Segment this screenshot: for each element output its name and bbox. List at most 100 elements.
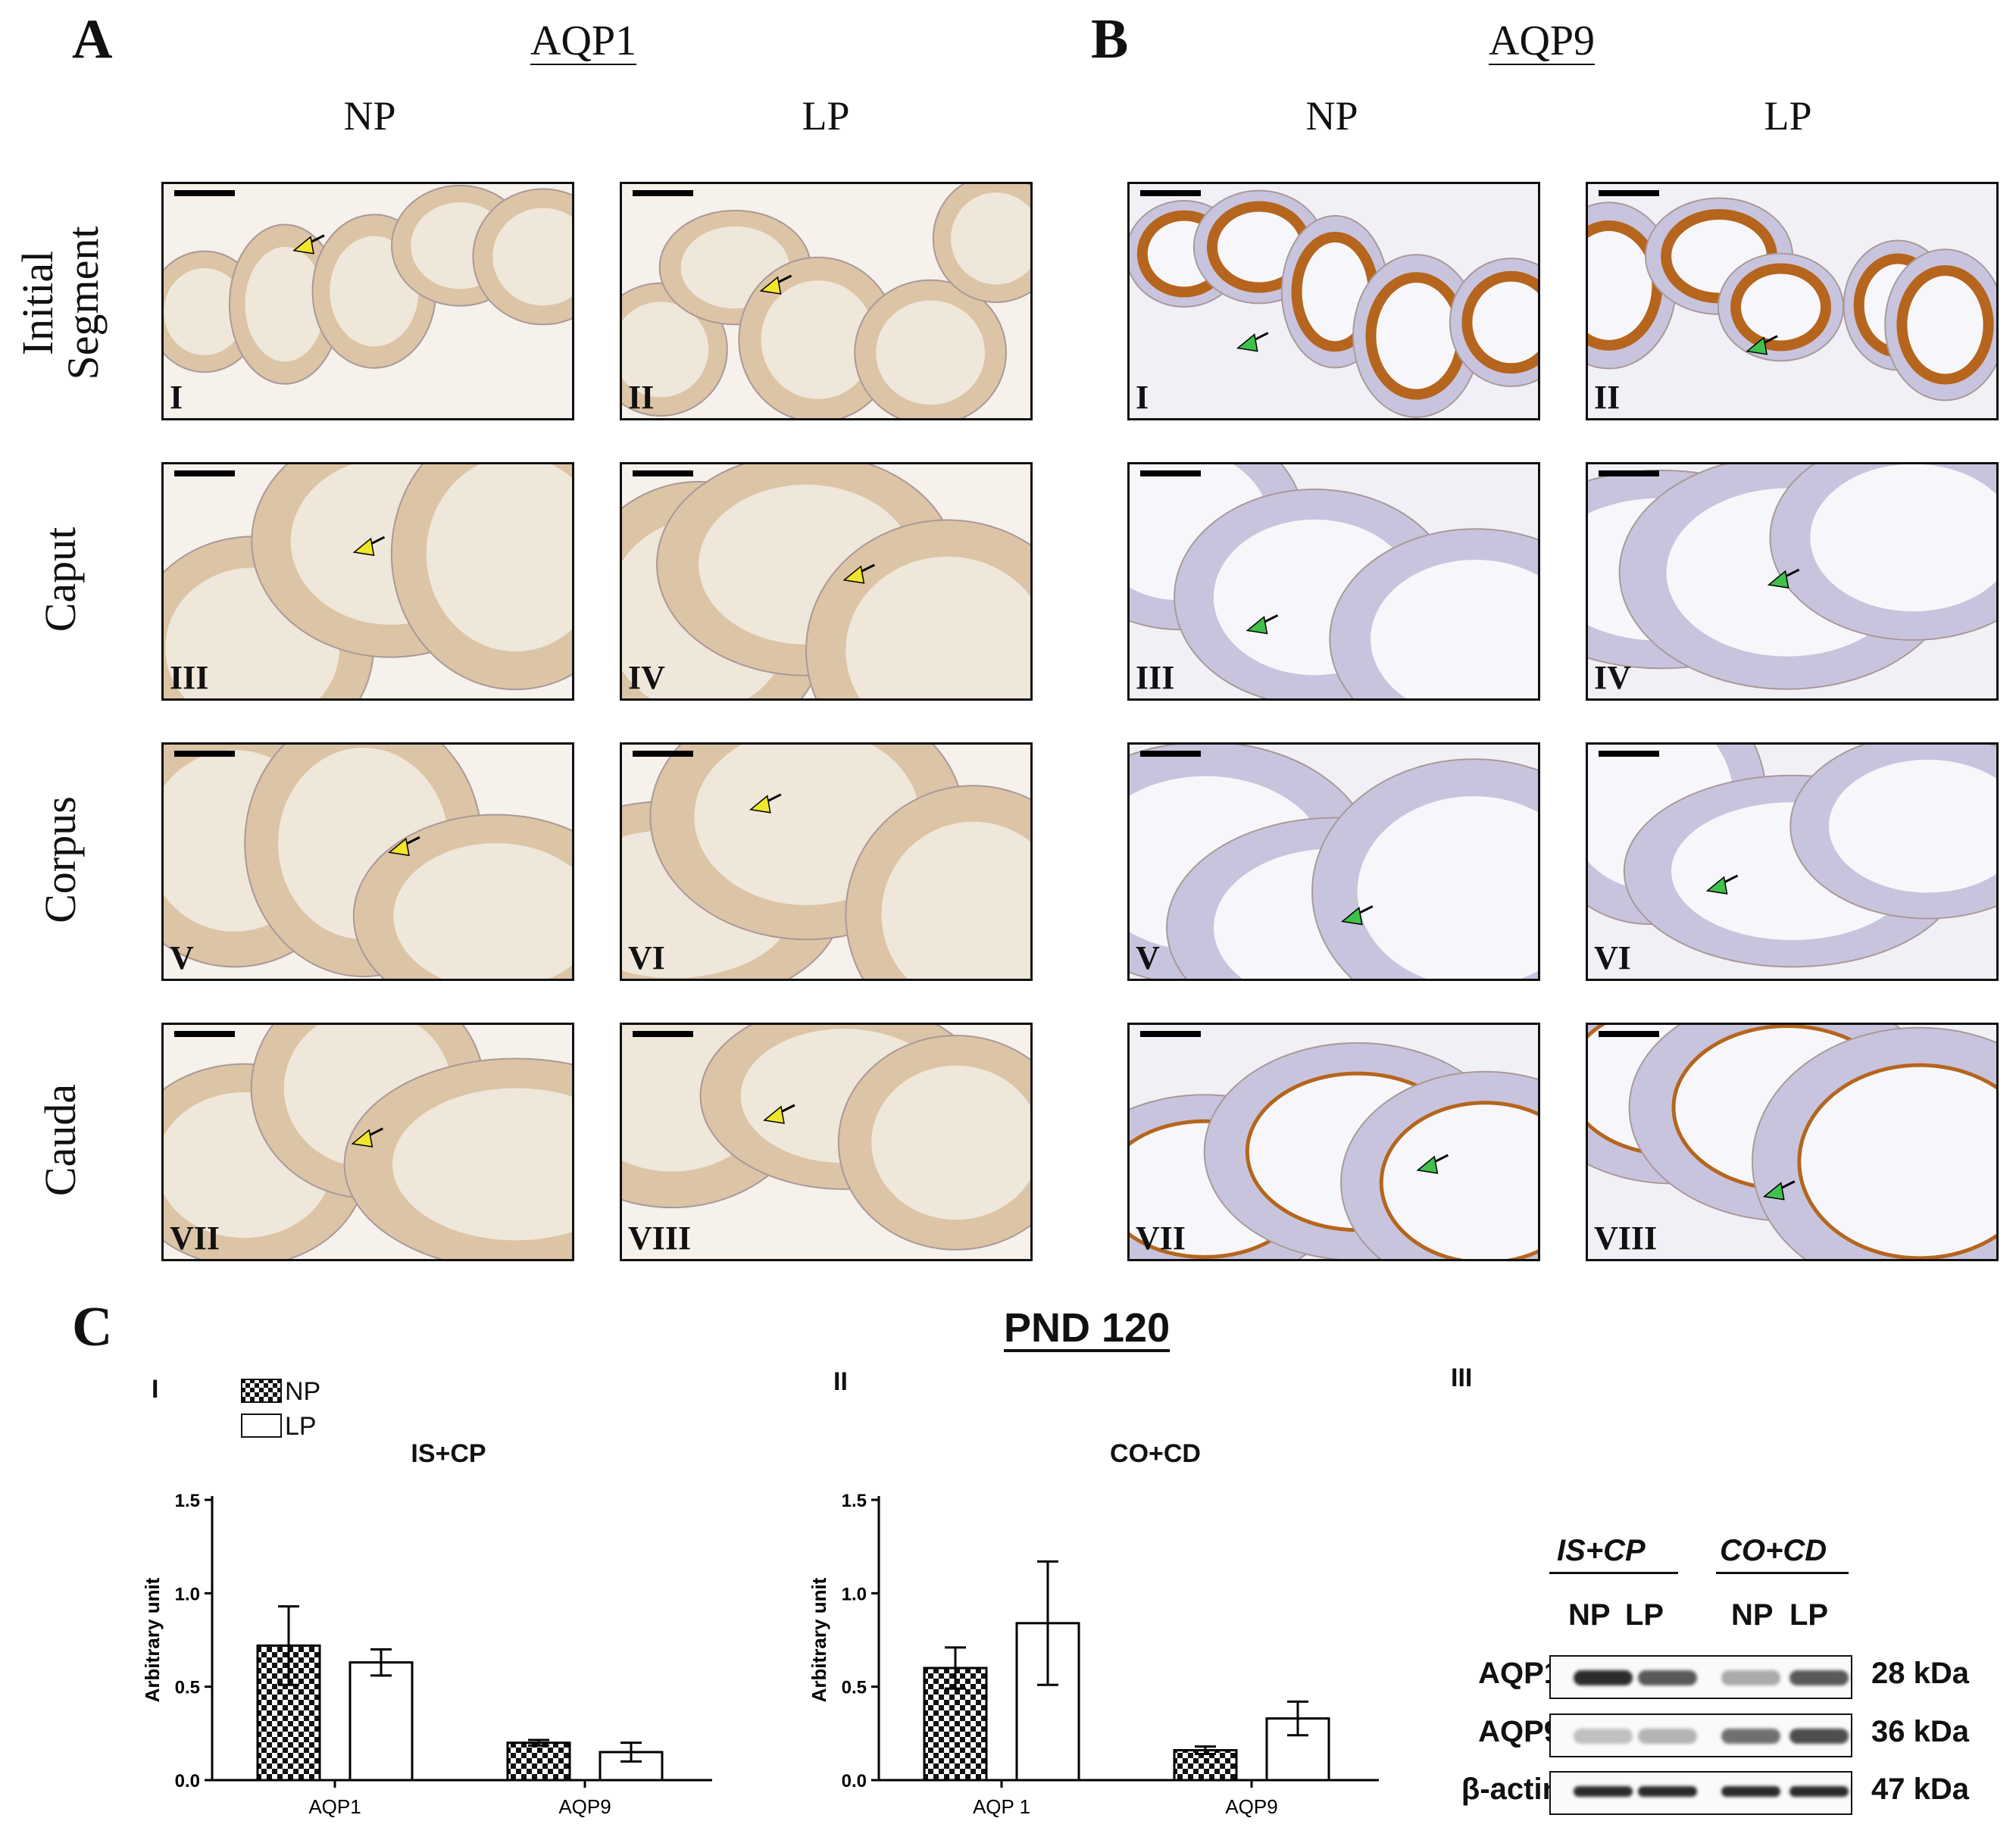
wb-band (1638, 1670, 1697, 1685)
wb-band (1789, 1729, 1849, 1744)
micrograph-index-label: II (1594, 379, 1621, 416)
wb-size-label: 47 kDa (1871, 1773, 1969, 1806)
micrograph-index-label: II (628, 379, 655, 416)
wb-group-underline-2 (1716, 1572, 1849, 1574)
subpanel-ii-label: II (833, 1367, 848, 1396)
micrograph-index-label: I (1136, 379, 1149, 416)
bar-np-1 (1173, 1749, 1238, 1782)
micrograph-index-label: V (1136, 939, 1160, 976)
x-category-label: AQP9 (1225, 1795, 1277, 1818)
bar-lp-0 (349, 1661, 414, 1782)
y-tick-label: 1.5 (175, 1491, 200, 1511)
wb-size-label: 28 kDa (1871, 1657, 1969, 1690)
micrograph-aqp9-lp-caput: IV (1586, 462, 1999, 701)
wb-group-co-cd: CO+CD (1720, 1534, 1827, 1567)
wb-blot-strip (1549, 1713, 1852, 1757)
legend-swatch-np (241, 1379, 282, 1403)
panel-a-title: AQP1 (530, 17, 637, 64)
row-label-cauda: Cauda (36, 1083, 85, 1197)
wb-band (1638, 1786, 1697, 1797)
micrograph-aqp9-lp-cauda: VIII (1586, 1023, 1999, 1261)
micrograph-aqp1-lp-corpus: VI (620, 742, 1033, 981)
legend-label-lp: LP (285, 1412, 317, 1441)
panel-a-letter: A (72, 8, 113, 70)
micrograph-index-label: VI (1594, 939, 1631, 976)
panel-c-title: PND 120 (1004, 1305, 1171, 1351)
wb-band (1789, 1786, 1849, 1797)
micrograph-index-label: III (1136, 659, 1175, 696)
x-category-label: AQP1 (308, 1795, 361, 1818)
y-axis-label: Arbitrary unit (141, 1577, 164, 1702)
wb-group-underline-1 (1549, 1572, 1678, 1574)
bar-np-1 (506, 1741, 571, 1782)
row-label-initial-segment: Initial Segment (13, 226, 108, 380)
panel-a-col-lp: LP (802, 93, 850, 139)
micrograph-index-label: VII (1136, 1220, 1186, 1257)
micrograph-aqp1-np-cauda: VII (161, 1023, 574, 1261)
y-tick-label: 0.0 (175, 1771, 200, 1791)
x-category-label: AQP9 (558, 1795, 611, 1818)
wb-lane-np-2: NP (1731, 1598, 1774, 1632)
wb-band (1574, 1786, 1633, 1797)
y-tick-label: 1.0 (842, 1584, 867, 1604)
y-tick-label: 0.0 (842, 1771, 867, 1791)
panel-a-col-np: NP (343, 93, 396, 139)
wb-band (1721, 1729, 1780, 1744)
y-tick-label: 1.0 (175, 1584, 200, 1604)
wb-band (1789, 1670, 1849, 1685)
wb-protein-label: β-actin (1461, 1773, 1561, 1806)
micrograph-aqp9-np-cauda: VII (1127, 1023, 1540, 1261)
panel-b-col-lp: LP (1764, 93, 1812, 139)
wb-band (1574, 1670, 1633, 1685)
micrograph-aqp1-np-caput: III (161, 462, 574, 701)
wb-size-label: 36 kDa (1871, 1715, 1969, 1748)
subpanel-iii-label: III (1451, 1364, 1473, 1392)
y-axis-label: Arbitrary unit (808, 1577, 830, 1702)
panel-b-col-np: NP (1305, 93, 1358, 139)
wb-band (1638, 1729, 1697, 1744)
legend-swatch-lp (241, 1413, 282, 1438)
wb-blot-strip (1549, 1655, 1852, 1699)
x-category-label: AQP 1 (973, 1795, 1030, 1818)
micrograph-index-label: IV (1594, 659, 1631, 696)
wb-lane-lp-2: LP (1789, 1598, 1829, 1632)
micrograph-index-label: VI (628, 939, 665, 976)
micrograph-aqp9-np-caput: III (1127, 462, 1540, 701)
chart-2-title: CO+CD (1110, 1439, 1201, 1468)
micrograph-index-label: VIII (628, 1220, 692, 1257)
bar-chart-co-cd: 0.0 0.5 1.0 1.5 Arbitrary unit AQP 1 AQP9 (808, 1491, 1379, 1818)
wb-lane-np-1: NP (1568, 1598, 1611, 1632)
subpanel-i-label: I (152, 1375, 159, 1404)
micrograph-aqp1-np-corpus: V (161, 742, 574, 981)
micrograph-index-label: V (170, 939, 194, 976)
micrograph-index-label: I (170, 379, 183, 416)
micrograph-aqp9-lp-corpus: VI (1586, 742, 1999, 981)
legend-label-np: NP (285, 1377, 321, 1406)
row-label-corpus: Corpus (36, 796, 85, 923)
wb-band (1721, 1670, 1780, 1685)
panel-b-letter: B (1091, 8, 1129, 70)
micrograph-aqp1-lp-cauda: VIII (620, 1023, 1033, 1261)
micrograph-index-label: III (170, 659, 209, 696)
chart-1-title: IS+CP (411, 1439, 486, 1468)
micrograph-aqp9-np-initial-segment: I (1127, 182, 1540, 420)
bar-chart-is-cp: 0.0 0.5 1.0 1.5 Arbitrary unit AQP1 AQP9 (141, 1491, 712, 1818)
micrograph-index-label: IV (628, 659, 665, 696)
wb-group-is-cp: IS+CP (1557, 1534, 1646, 1567)
micrograph-aqp1-lp-caput: IV (620, 462, 1033, 701)
wb-protein-label: AQP1 (1478, 1657, 1561, 1690)
y-tick-label: 0.5 (175, 1678, 200, 1698)
wb-band (1721, 1786, 1780, 1797)
micrograph-index-label: VIII (1594, 1220, 1658, 1257)
wb-band (1574, 1729, 1633, 1744)
micrograph-index-label: VII (170, 1220, 220, 1257)
micrograph-aqp9-np-corpus: V (1127, 742, 1540, 981)
wb-protein-label: AQP9 (1478, 1715, 1561, 1748)
micrograph-aqp1-lp-initial-segment: II (620, 182, 1033, 420)
panel-b-title: AQP9 (1489, 17, 1596, 64)
micrograph-aqp9-lp-initial-segment: II (1586, 182, 1999, 420)
row-label-caput: Caput (36, 526, 85, 633)
wb-blot-strip (1549, 1771, 1852, 1815)
panel-c-letter: C (72, 1296, 113, 1358)
y-tick-label: 0.5 (842, 1678, 867, 1698)
